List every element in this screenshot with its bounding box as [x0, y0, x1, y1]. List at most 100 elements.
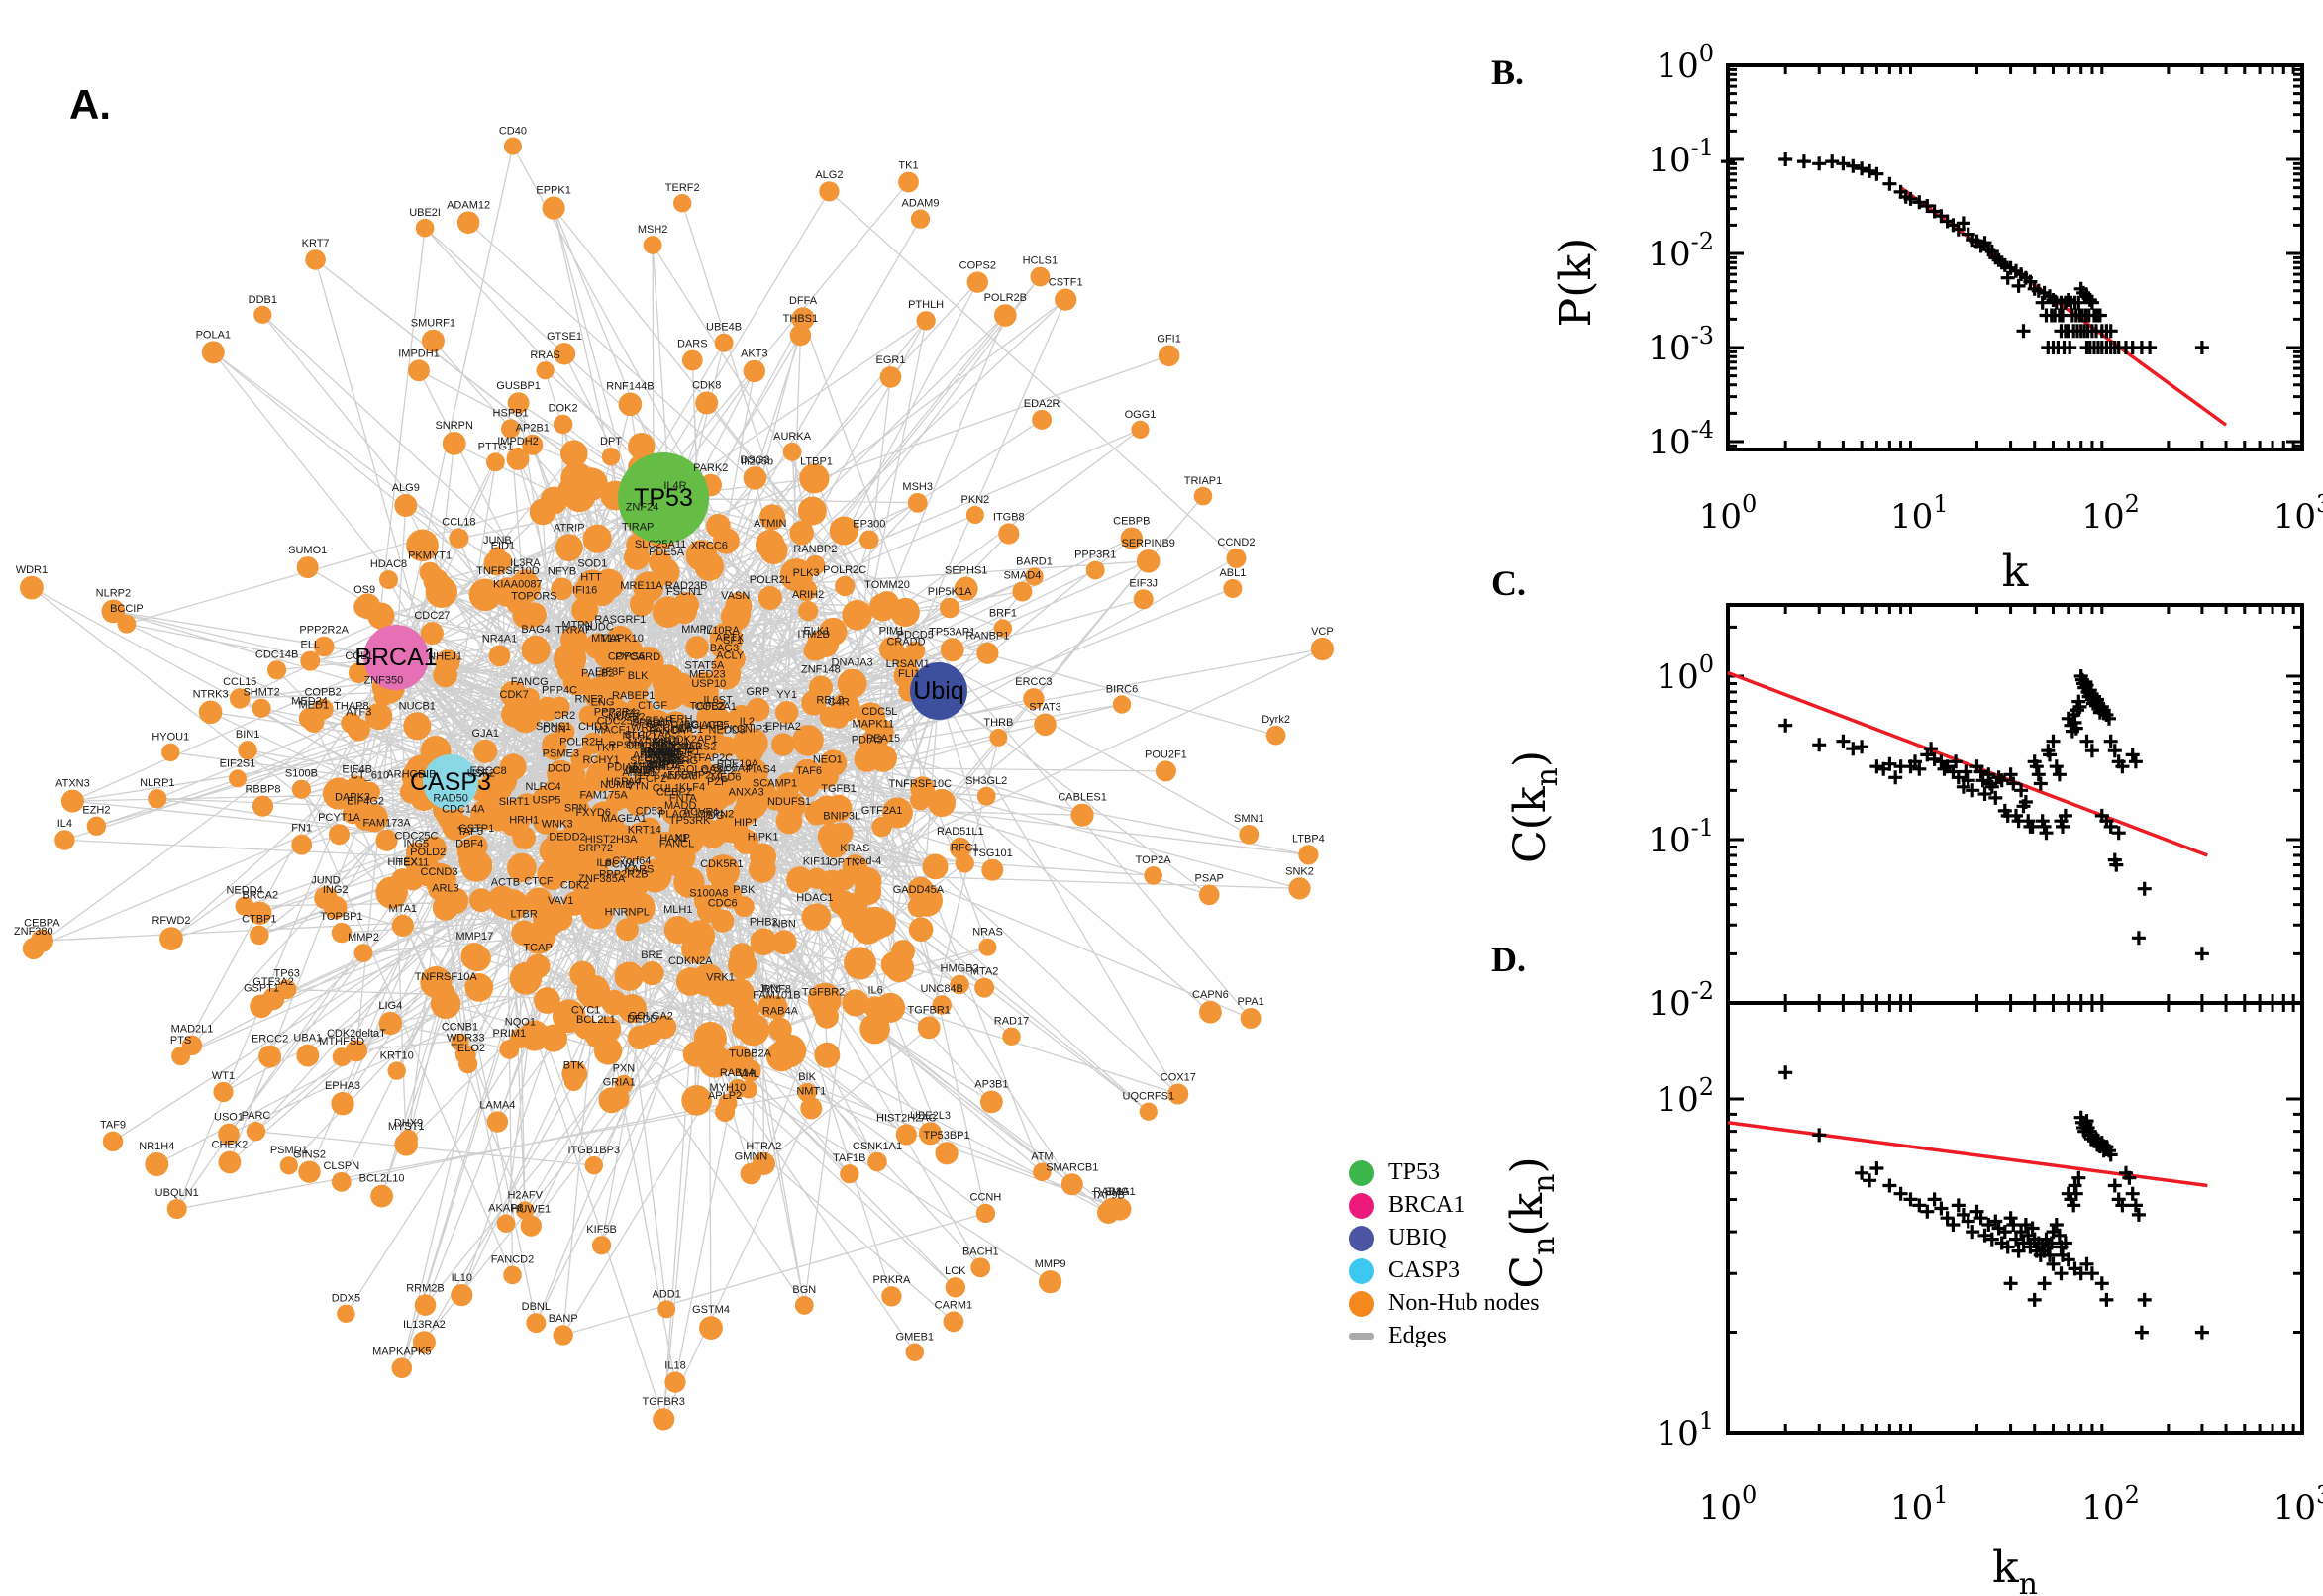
network-node	[379, 570, 398, 590]
network-node	[488, 645, 511, 667]
network-node-label: ING5	[403, 839, 429, 850]
network-node-label: TOP1	[646, 747, 674, 758]
network-node-label: MAGEA1	[601, 813, 647, 825]
network-node	[1223, 579, 1243, 598]
network-node	[633, 571, 664, 603]
network-node-label: HRH1	[509, 814, 539, 826]
network-node-label: UNC84B	[920, 983, 962, 995]
network-node-label: BARD1	[1016, 555, 1053, 567]
network-node-labels: TP53RK KIAA0087 THAP8 CDC14B CDC14A DSG3 NTHL1…	[14, 126, 1334, 1409]
axis-ticks	[1726, 605, 2302, 1003]
network-node-label: PXN	[613, 1063, 636, 1075]
network-node-label: FANCL	[659, 839, 694, 850]
network-node-label: CDC14A	[442, 803, 485, 815]
network-node	[922, 853, 949, 880]
network-node-label: TRIAP1	[1184, 475, 1223, 487]
network-node	[229, 688, 251, 709]
network-node	[86, 816, 107, 836]
network-node	[657, 1300, 676, 1319]
network-node-label: TIRAP	[622, 522, 654, 534]
network-node	[801, 690, 827, 716]
network-node	[235, 896, 254, 916]
network-node-label: KRAS	[840, 843, 869, 854]
network-node	[499, 753, 527, 781]
network-node	[750, 928, 778, 956]
network-node-label: EPPK1	[536, 185, 570, 197]
network-node	[322, 777, 355, 810]
network-node-label: HDAC8	[370, 558, 407, 570]
network-node	[699, 1316, 723, 1340]
network-node-label: TP53BP1	[924, 1130, 970, 1142]
network-node-label: HNRNPL	[605, 906, 650, 918]
network-node-label: SH3GL2	[965, 775, 1007, 787]
network-node-label: CDC5L	[861, 706, 897, 718]
network-node-label: PSAP	[1195, 873, 1224, 885]
network-node-label: TRRAP	[556, 624, 592, 636]
network-node	[1085, 560, 1105, 580]
network-node-label: WNK3	[542, 818, 573, 830]
network-node	[965, 506, 984, 524]
network-node	[587, 830, 620, 862]
network-node	[673, 866, 705, 898]
network-node-label: PSIP1	[669, 747, 700, 758]
network-node-label: SCIN	[647, 748, 672, 760]
network-node	[425, 575, 457, 608]
network-node	[718, 1093, 738, 1113]
network-node-label: NUDC	[582, 621, 614, 633]
network-node	[1193, 486, 1213, 506]
network-node	[813, 632, 839, 657]
network-node	[711, 659, 742, 690]
hub-label-tp53: TP53	[634, 484, 693, 512]
network-node-label: ITGB8	[993, 511, 1025, 523]
network-node	[975, 1203, 996, 1224]
network-node	[652, 596, 684, 628]
network-node-label: MMP17	[455, 931, 493, 943]
network-node-label: IL3RA	[510, 557, 541, 569]
network-node	[60, 789, 84, 813]
network-node-label: NEDD8	[709, 725, 746, 737]
network-node-label: BACH1	[962, 1246, 999, 1257]
network-node	[765, 1041, 797, 1072]
network-node-label: PKN2	[961, 494, 990, 506]
network-node	[483, 550, 509, 576]
network-node-label: NLRP1	[140, 777, 174, 789]
network-node	[365, 702, 393, 731]
brca1-swatch-icon	[1349, 1192, 1374, 1219]
network-node-label: SERPINB8	[630, 755, 683, 767]
network-node-label: PDIA3	[852, 735, 883, 747]
network-node-label: NTHL1	[622, 730, 656, 742]
network-node-label: DDX5	[332, 1293, 360, 1305]
network-node-label: KLF4	[679, 782, 705, 794]
axis-tick-label: 10-2	[1648, 977, 1714, 1024]
network-node-label: FLI1	[898, 668, 920, 680]
network-node-label: GJA1	[471, 728, 499, 740]
network-node-label: ZNF385A	[578, 873, 626, 885]
network-node	[908, 917, 934, 942]
network-node-label: MED6	[711, 771, 742, 783]
network-node	[916, 311, 936, 331]
network-node	[464, 945, 491, 972]
network-node	[331, 1092, 354, 1116]
network-node	[1120, 527, 1144, 549]
network-node-label: OGG1	[1125, 409, 1157, 421]
network-node	[1144, 866, 1162, 885]
network-node	[540, 486, 568, 515]
power-law-fit-line	[1899, 186, 2228, 427]
network-node-label: FCN1	[644, 745, 672, 756]
network-node-label: CSNK1A1	[853, 1141, 902, 1152]
network-node-label: MMP9	[1035, 1258, 1066, 1270]
network-node-label: EPHA3	[325, 1080, 360, 1092]
network-node	[818, 869, 846, 897]
network-node-label: ALG2	[815, 169, 843, 181]
network-node-label: ARIH2	[792, 589, 824, 601]
network-node	[238, 741, 257, 760]
network-node	[1032, 409, 1053, 430]
network-node-label: BMF	[646, 758, 669, 770]
network-node	[522, 921, 556, 954]
axis-tick-label: 102	[2081, 1481, 2140, 1528]
network-node-label: GRP	[746, 686, 769, 698]
network-node	[252, 795, 274, 817]
legend-item-nonhub: Non-Hub nodes	[1349, 1287, 1540, 1320]
network-node-label: BANP	[549, 1313, 578, 1325]
plot-ckn-vs-kn: 100 10-1 10-2 C(kn)	[1505, 603, 2304, 1024]
